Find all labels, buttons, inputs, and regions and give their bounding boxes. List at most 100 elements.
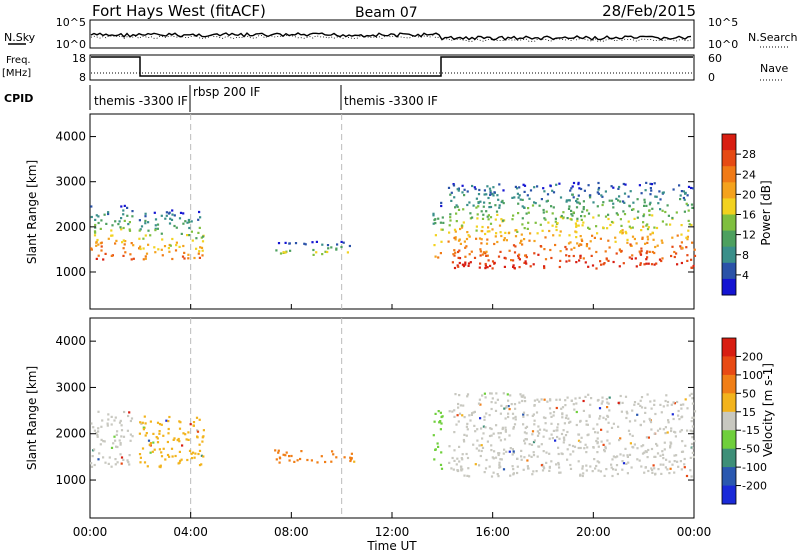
scatter-cell (432, 214, 435, 217)
scatter-cell (551, 189, 554, 192)
scatter-cell (437, 445, 440, 448)
scatter-cell (162, 447, 165, 450)
scatter-cell (543, 428, 546, 431)
scatter-cell (600, 402, 603, 405)
scatter-cell (480, 449, 483, 453)
scatter-cell (570, 218, 573, 221)
scatter-cell (275, 458, 278, 461)
scatter-cell (564, 434, 568, 437)
scatter-cell (449, 219, 452, 222)
scatter-cell (647, 436, 650, 439)
scatter-cell (655, 262, 658, 265)
scatter-cell (689, 429, 692, 432)
scatter-cell (532, 451, 535, 454)
scatter-cell (577, 439, 581, 442)
scatter-cell (147, 221, 150, 224)
scatter-cell (543, 467, 546, 470)
scatter-cell (522, 468, 525, 471)
scatter-cell (692, 416, 696, 419)
scatter-cell (589, 194, 592, 197)
scatter-cell (486, 238, 489, 241)
scatter-cell (321, 243, 324, 246)
scatter-cell (447, 240, 450, 243)
scatter-cell (575, 231, 578, 234)
scatter-cell (312, 253, 315, 256)
scatter-cell (683, 466, 686, 469)
scatter-cell (100, 245, 103, 248)
y-tick-label: 2000 (55, 220, 86, 234)
scatter-cell (597, 469, 600, 472)
scatter-cell (579, 446, 582, 450)
x-tick-label: 00:00 (677, 525, 712, 539)
scatter-cell (552, 411, 556, 414)
scatter-cell (595, 225, 598, 228)
scatter-cell (635, 265, 638, 268)
scatter-cell (645, 204, 648, 207)
scatter-cell (503, 448, 506, 451)
scatter-cell (124, 240, 127, 243)
scatter-cell (477, 449, 481, 452)
scatter-cell (100, 249, 103, 252)
scatter-cell (660, 239, 663, 242)
scatter-cell (677, 414, 680, 417)
scatter-cell (519, 198, 522, 201)
scatter-cell (489, 222, 493, 225)
scatter-cell (454, 230, 457, 233)
scatter-cell (478, 237, 482, 240)
scatter-cell (572, 181, 576, 185)
scatter-cell (162, 434, 165, 437)
scatter-cell (691, 447, 694, 450)
colorbar-swatch (722, 448, 736, 468)
scatter-cell (288, 455, 291, 458)
scatter-cell (660, 411, 663, 414)
scatter-cell (660, 472, 663, 475)
scatter-cell (122, 239, 125, 242)
scatter-cell (288, 459, 291, 462)
scatter-cell (484, 264, 487, 267)
scatter-cell (636, 216, 639, 219)
scatter-cell (542, 450, 545, 453)
scatter-cell (523, 439, 526, 442)
scatter-cell (294, 242, 298, 245)
scatter-cell (348, 244, 351, 248)
scatter-cell (520, 395, 523, 398)
scatter-cell (582, 409, 585, 412)
scatter-cell (648, 209, 651, 212)
scatter-cell (181, 444, 184, 447)
scatter-cell (596, 437, 599, 440)
scatter-cell (578, 202, 581, 205)
scatter-cell (592, 427, 595, 430)
scatter-cell (526, 465, 529, 468)
scatter-cell (495, 392, 498, 395)
scatter-cell (582, 399, 585, 403)
scatter-cell (461, 191, 464, 194)
scatter-cell (465, 237, 469, 241)
scatter-cell (581, 467, 584, 470)
scatter-cell (299, 457, 302, 461)
scatter-cell (591, 264, 595, 267)
scatter-cell (481, 225, 484, 229)
y-tick-label: 3000 (55, 380, 86, 394)
scatter-cell (481, 394, 484, 397)
scatter-cell (661, 220, 664, 223)
scatter-cell (659, 198, 662, 201)
scatter-cell (679, 198, 682, 201)
scatter-cell (454, 251, 457, 254)
scatter-cell (649, 233, 652, 236)
scatter-cell (433, 420, 436, 423)
scatter-cell (597, 445, 600, 448)
scatter-cell (606, 401, 609, 404)
scatter-cell (575, 261, 578, 264)
scatter-cell (599, 237, 602, 240)
scatter-cell (666, 431, 669, 434)
scatter-cell (173, 437, 176, 440)
scatter-cell (576, 242, 579, 245)
scatter-cell (633, 443, 636, 446)
scatter-cell (126, 214, 129, 217)
scatter-cell (433, 218, 436, 222)
scatter-cell (627, 220, 630, 223)
scatter-cell (655, 442, 658, 446)
scatter-cell (521, 223, 524, 226)
scatter-cell (552, 191, 556, 194)
